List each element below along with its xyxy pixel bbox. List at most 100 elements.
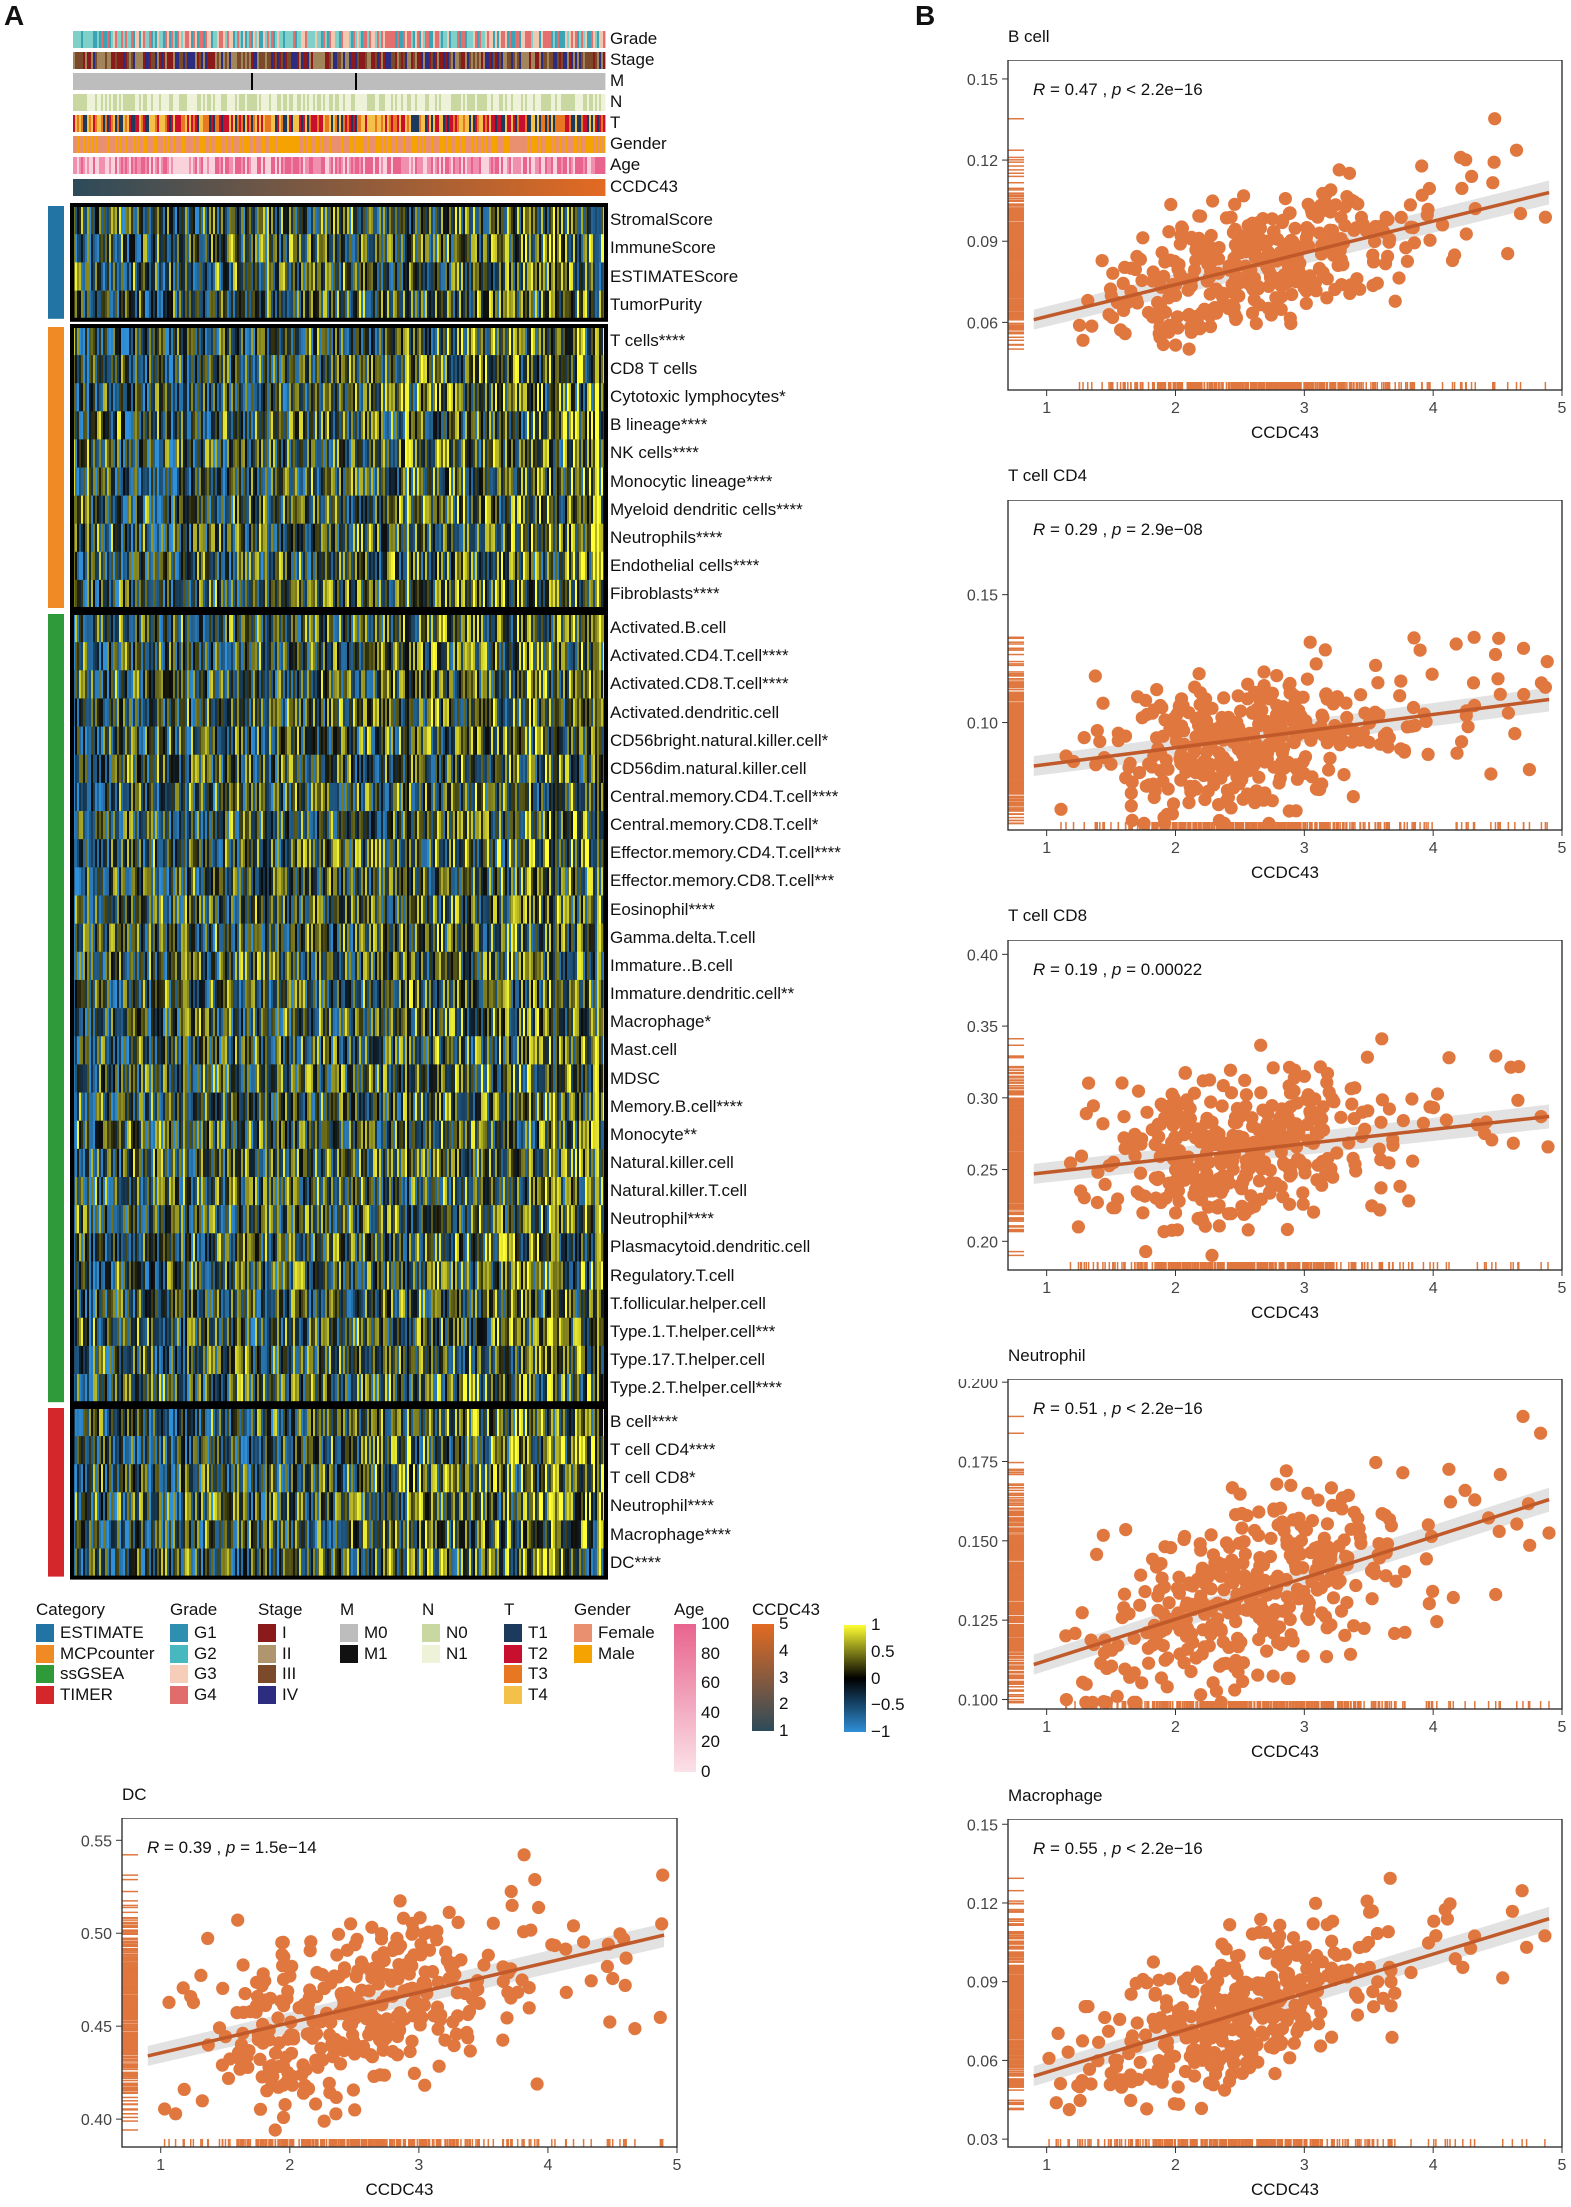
data-point	[1342, 166, 1357, 180]
data-point	[1310, 1583, 1324, 1597]
legend-item-stage: IV	[258, 1685, 298, 1705]
legend-title-age: Age	[674, 1600, 704, 1620]
row-label: Memory.B.cell****	[610, 1097, 743, 1117]
data-point	[1178, 1173, 1192, 1187]
data-point	[1163, 286, 1177, 300]
data-point	[1520, 1940, 1534, 1954]
legend-tick-age: 20	[701, 1732, 720, 1752]
data-point	[1318, 1610, 1332, 1624]
data-point	[1435, 218, 1450, 232]
data-point	[1421, 747, 1435, 761]
data-point	[1150, 731, 1164, 745]
data-point	[447, 2039, 461, 2053]
annotation-tracks	[73, 31, 606, 196]
data-point	[1278, 192, 1292, 206]
data-point	[1082, 1076, 1096, 1090]
data-point	[1271, 1635, 1285, 1649]
data-point	[271, 2080, 285, 2094]
y-tick-label: 0.175	[958, 1455, 998, 1472]
row-label: Natural.killer.cell	[610, 1153, 734, 1173]
data-point	[418, 2078, 432, 2092]
data-point	[577, 1935, 591, 1949]
data-point	[1158, 1653, 1172, 1667]
data-point	[1194, 251, 1208, 265]
data-point	[1209, 1200, 1223, 1214]
data-point	[504, 1884, 518, 1899]
data-point	[1187, 2042, 1201, 2056]
data-point	[1054, 802, 1068, 816]
data-point	[1247, 217, 1261, 231]
legend-swatch	[170, 1685, 188, 1704]
data-point	[1117, 1110, 1131, 1124]
data-point	[1260, 1946, 1274, 1960]
regression-line	[1033, 1917, 1550, 2078]
data-point	[1383, 1871, 1397, 1885]
data-point	[276, 2059, 290, 2073]
row-label: ESTIMATEScore	[610, 267, 738, 287]
data-point	[1118, 1141, 1132, 1156]
data-point	[317, 1981, 331, 1995]
annotation-track-n	[73, 94, 606, 111]
data-point	[1415, 159, 1429, 173]
data-point	[371, 1950, 385, 1964]
data-point	[1338, 1947, 1352, 1961]
legend-tick-ccdc43: 2	[779, 1694, 788, 1714]
legend-tick-ccdc43: 1	[779, 1721, 788, 1741]
data-point	[1280, 1671, 1294, 1685]
data-point	[1309, 657, 1323, 671]
data-point	[451, 1915, 465, 1929]
data-point	[1427, 1914, 1441, 1928]
data-point	[1379, 1569, 1393, 1583]
data-point	[1370, 276, 1384, 290]
data-point	[1280, 759, 1294, 773]
data-point	[1156, 1639, 1170, 1653]
x-tick-label: 2	[1171, 840, 1180, 857]
data-point	[1439, 1113, 1453, 1127]
data-point	[1158, 255, 1172, 269]
data-point	[1096, 696, 1110, 710]
y-tick-label: 0.50	[81, 1926, 112, 1943]
y-tick-label: 0.10	[967, 716, 998, 733]
data-point	[454, 1953, 468, 1967]
data-point	[1484, 767, 1498, 781]
data-point	[1252, 1505, 1266, 1519]
annotation-label-gender: Gender	[610, 134, 667, 154]
legend-item-m: M0	[340, 1623, 388, 1643]
correlation-annotation: R = 0.55 , p < 2.2e−16	[1033, 1839, 1203, 1858]
regression-line	[147, 1933, 665, 2058]
data-point	[1272, 776, 1286, 790]
legend-tick-age: 100	[701, 1614, 729, 1634]
data-point	[1227, 251, 1241, 265]
data-point	[1233, 1995, 1247, 2009]
data-point	[603, 2015, 617, 2029]
row-label: Immature..B.cell	[610, 956, 733, 976]
data-point	[1374, 1153, 1388, 1167]
data-point	[1378, 1508, 1392, 1522]
data-point	[1534, 1426, 1548, 1440]
annotation-label-age: Age	[610, 155, 640, 175]
data-point	[1088, 669, 1102, 683]
data-point	[1206, 1548, 1220, 1562]
data-point	[374, 1927, 389, 1941]
data-point	[1384, 1519, 1398, 1533]
data-point	[448, 1967, 462, 1982]
data-point	[250, 1989, 265, 2004]
data-point	[1360, 1050, 1374, 1064]
data-point	[1315, 708, 1329, 722]
data-point	[1506, 1136, 1520, 1150]
data-point	[1110, 1689, 1124, 1703]
data-point	[1283, 676, 1297, 691]
x-axis-label: CCDC43	[1251, 1742, 1319, 1761]
data-point	[1273, 1918, 1287, 1932]
data-point	[1400, 720, 1414, 734]
data-point	[1235, 1182, 1249, 1196]
legend-label: M1	[364, 1644, 388, 1664]
legend-item-t: T1	[504, 1623, 548, 1643]
legend-label: N0	[446, 1623, 468, 1643]
data-point	[1517, 687, 1531, 702]
data-point	[600, 1959, 615, 1974]
data-point	[1360, 1894, 1374, 1908]
data-point	[1306, 1917, 1320, 1931]
x-tick-label: 5	[1558, 840, 1567, 857]
legend-swatch	[36, 1624, 54, 1642]
